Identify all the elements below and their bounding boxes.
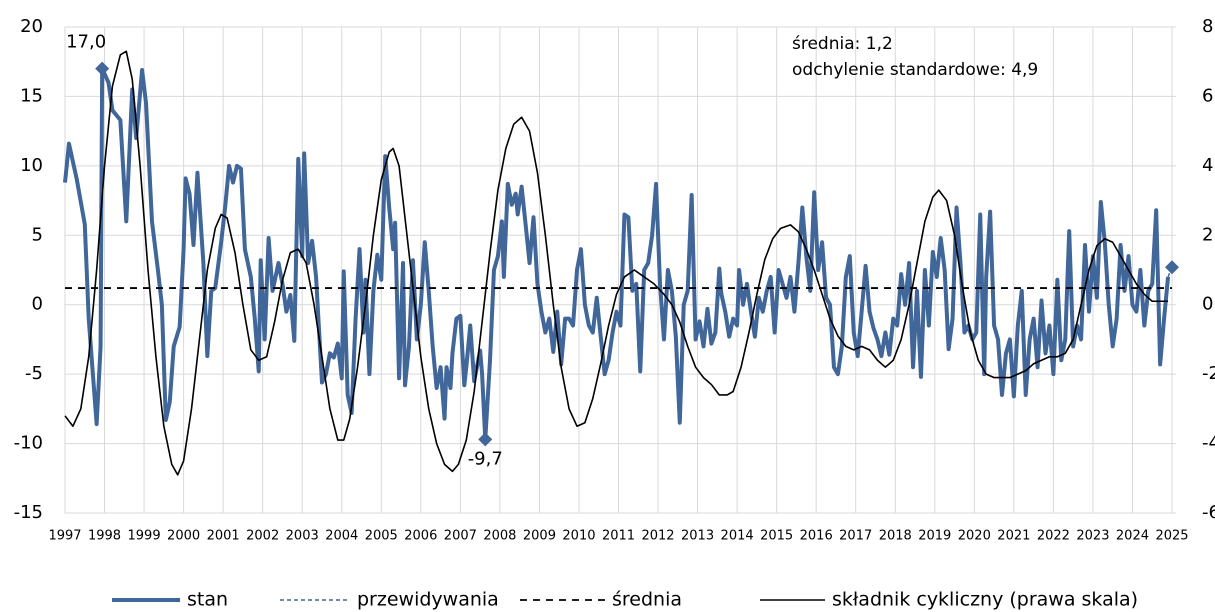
x-tick-label: 2008: [483, 529, 516, 544]
diamond-marker: [478, 432, 493, 447]
y2-tick-label: 2: [1202, 224, 1213, 245]
x-tick-label: 2019: [918, 529, 951, 544]
y-tick-label: 5: [32, 224, 43, 245]
y2-tick-label: 8: [1202, 16, 1213, 37]
y-tick-label: -10: [14, 433, 43, 454]
x-tick-label: 2014: [721, 529, 754, 544]
y2-tick-label: -2: [1202, 363, 1215, 384]
x-tick-label: 2013: [681, 529, 714, 544]
y2-tick-label: 0: [1202, 294, 1213, 315]
x-tick-label: 1997: [48, 529, 81, 544]
diamond-marker: [1165, 260, 1179, 275]
x-tick-label: 2009: [523, 529, 556, 544]
diamond-marker: [95, 61, 110, 76]
y2-tick-label: 6: [1202, 85, 1213, 106]
series-line: [63, 66, 1171, 442]
x-tick-label: 2020: [958, 529, 991, 544]
x-tick-label: 1999: [128, 529, 161, 544]
y-tick-label: 15: [20, 85, 43, 106]
x-tick-label: 2023: [1076, 529, 1109, 544]
y-tick-label: 20: [20, 16, 43, 37]
y2-tick-label: -4: [1202, 433, 1215, 454]
x-tick-label: 2016: [800, 529, 833, 544]
x-tick-label: 2024: [1116, 529, 1149, 544]
x-tick-label: 1998: [88, 529, 121, 544]
legend-label: średnia: [612, 589, 682, 611]
y-tick-label: 10: [20, 155, 43, 176]
marker-label: 17,0: [66, 32, 106, 53]
x-tick-label: 2017: [839, 529, 872, 544]
x-tick-label: 2022: [1037, 529, 1070, 544]
x-tick-label: 2003: [286, 529, 319, 544]
x-tick-label: 2015: [760, 529, 793, 544]
legend-label: składnik cykliczny (prawa skala): [832, 589, 1138, 611]
y-tick-label: -5: [25, 363, 43, 384]
x-tick-label: 2004: [325, 529, 358, 544]
y-tick-label: 0: [32, 294, 43, 315]
y-tick-label: -15: [14, 502, 43, 523]
x-tick-label: 2018: [879, 529, 912, 544]
x-tick-label: 2021: [997, 529, 1030, 544]
y2-tick-label: 4: [1202, 155, 1213, 176]
stats-note: średnia: 1,2: [792, 34, 893, 54]
x-tick-label: 2005: [365, 529, 398, 544]
series-line: [64, 50, 1169, 476]
marker-label: -9,7: [468, 448, 503, 469]
x-tick-label: 2006: [404, 529, 437, 544]
legend-label: stan: [187, 589, 228, 611]
legend-label: przewidywania: [357, 589, 499, 611]
stats-note: odchylenie standardowe: 4,9: [792, 60, 1038, 80]
x-tick-label: 2025: [1155, 529, 1188, 544]
x-tick-label: 2007: [444, 529, 477, 544]
y2-tick-label: -6: [1202, 502, 1215, 523]
x-tick-label: 2012: [641, 529, 674, 544]
x-tick-label: 2010: [562, 529, 595, 544]
x-tick-label: 2000: [167, 529, 200, 544]
x-tick-label: 2002: [246, 529, 279, 544]
x-tick-label: 2011: [602, 529, 635, 544]
x-tick-label: 2001: [207, 529, 240, 544]
